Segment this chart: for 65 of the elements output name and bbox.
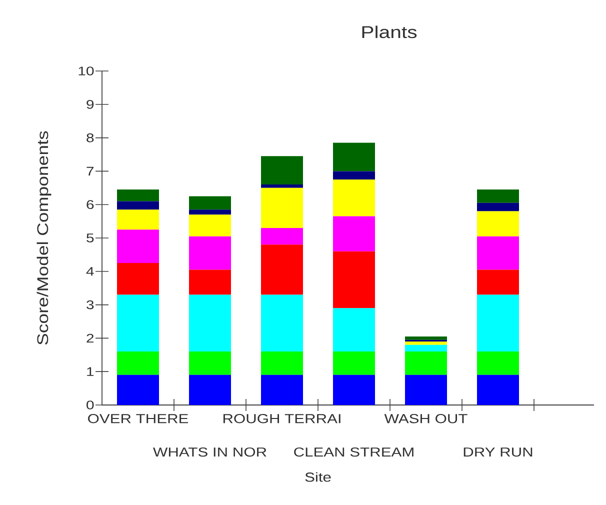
- bar: [333, 251, 375, 308]
- bar: [261, 188, 303, 228]
- bar: [261, 374, 303, 405]
- x-axis-title: Site: [305, 472, 331, 482]
- bar: [333, 171, 375, 180]
- bar: [477, 270, 519, 295]
- bar: [405, 374, 447, 405]
- y-tick-label: 2: [86, 334, 94, 343]
- bar: [189, 294, 232, 352]
- bar: [261, 352, 303, 375]
- bar: [333, 352, 375, 375]
- x-tick-label: CLEAN STREAM: [294, 447, 414, 457]
- bar: [117, 230, 159, 264]
- x-tick-label: WASH OUT: [384, 414, 468, 424]
- bar: [477, 352, 519, 375]
- bar: [189, 236, 232, 270]
- bar: [189, 210, 232, 215]
- y-tick-label: 4: [86, 267, 94, 276]
- x-tick-label: ROUGH TERRAI: [223, 414, 340, 424]
- chart-title: Plants: [362, 26, 417, 38]
- x-tick-label: DRY RUN: [464, 448, 532, 457]
- bar: [261, 228, 303, 245]
- x-tick-label: WHATS IN NOR: [153, 447, 266, 457]
- bar: [117, 294, 159, 352]
- bar: [117, 190, 159, 202]
- bar: [189, 270, 232, 295]
- bar: [117, 263, 159, 295]
- bar: [117, 210, 159, 230]
- bar: [477, 190, 519, 203]
- bar: [333, 308, 375, 352]
- y-tick-label: 0: [86, 400, 94, 410]
- bar: [477, 202, 519, 212]
- x-tick-label: OVER THERE: [88, 414, 188, 424]
- bar: [261, 184, 303, 188]
- bar: [261, 294, 303, 352]
- y-tick-label: 7: [86, 166, 94, 176]
- bar: [117, 374, 159, 405]
- bar: [189, 352, 232, 375]
- bar: [189, 196, 232, 210]
- bar: [261, 244, 303, 295]
- bar: [333, 216, 375, 252]
- y-tick-label: 8: [86, 133, 94, 142]
- bar: [189, 214, 232, 236]
- bar: [405, 336, 447, 340]
- y-tick-label: 6: [86, 200, 94, 210]
- bar: [477, 236, 519, 270]
- bar: [477, 294, 519, 352]
- y-tick-label: 10: [78, 66, 94, 76]
- bar: [261, 156, 303, 185]
- bar: [333, 142, 375, 172]
- bar: [333, 180, 375, 216]
- bar: [477, 374, 519, 405]
- bar: [405, 342, 447, 345]
- y-tick-label: 9: [86, 100, 94, 109]
- bar: [477, 211, 519, 236]
- y-tick-label: 3: [86, 300, 94, 310]
- y-axis-title: Score/Model Components: [36, 131, 52, 345]
- bar: [117, 352, 159, 375]
- bar: [405, 352, 447, 375]
- bar: [333, 374, 375, 405]
- y-tick-label: 1: [87, 367, 94, 376]
- bar: [117, 201, 159, 210]
- bar: [189, 374, 232, 405]
- bar: [405, 344, 447, 352]
- y-tick-label: 5: [86, 234, 94, 242]
